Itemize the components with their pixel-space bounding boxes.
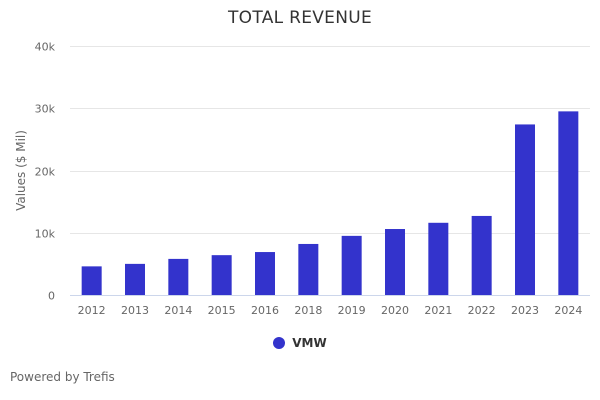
- y-tick-label: 10k: [35, 228, 56, 241]
- bar-2019[interactable]: [341, 235, 362, 295]
- bar-2015[interactable]: [211, 255, 232, 295]
- x-tick-label: 2016: [251, 304, 279, 317]
- y-tick-label: 20k: [35, 166, 56, 179]
- x-tick-label: 2023: [511, 304, 539, 317]
- x-tick-label: 2018: [294, 304, 322, 317]
- bar-2020[interactable]: [385, 229, 405, 295]
- x-tick-label: 2014: [164, 304, 192, 317]
- legend-item-vmw[interactable]: VMW: [273, 336, 327, 350]
- x-tick-label: 2024: [554, 304, 582, 317]
- y-axis-label: Values ($ Mil): [14, 130, 28, 211]
- powered-by-credit[interactable]: Powered by Trefis: [10, 370, 115, 384]
- x-tick-label: 2021: [424, 304, 452, 317]
- bar-2023[interactable]: [515, 124, 535, 295]
- y-tick-label: 0: [48, 290, 55, 303]
- y-tick-label: 40k: [35, 41, 56, 54]
- bars: [81, 111, 579, 295]
- bar-2022[interactable]: [471, 215, 492, 295]
- bar-2018[interactable]: [298, 243, 319, 295]
- x-axis-ticks: 2012 2013 2014 2015 2016 2018 2019 2020 2021 2022…: [78, 304, 583, 317]
- x-tick-label: 2015: [208, 304, 236, 317]
- legend-label: VMW: [292, 336, 327, 350]
- legend: VMW: [0, 334, 600, 353]
- x-tick-label: 2022: [468, 304, 496, 317]
- bar-2016[interactable]: [255, 252, 275, 295]
- bar-2024[interactable]: [558, 111, 579, 295]
- y-axis-ticks: 0 10k 20k 30k 40k: [35, 41, 56, 303]
- x-tick-label: 2012: [78, 304, 106, 317]
- x-tick-label: 2013: [121, 304, 149, 317]
- gridlines: [70, 46, 590, 234]
- bar-2014[interactable]: [168, 258, 189, 295]
- chart-title: TOTAL REVENUE: [227, 8, 373, 28]
- legend-marker-icon: [273, 337, 286, 349]
- x-tick-label: 2019: [338, 304, 366, 317]
- bar-2012[interactable]: [81, 266, 102, 295]
- bar-2021[interactable]: [428, 222, 449, 295]
- bar-2013[interactable]: [125, 263, 145, 295]
- y-tick-label: 30k: [35, 103, 56, 116]
- x-tick-label: 2020: [381, 304, 409, 317]
